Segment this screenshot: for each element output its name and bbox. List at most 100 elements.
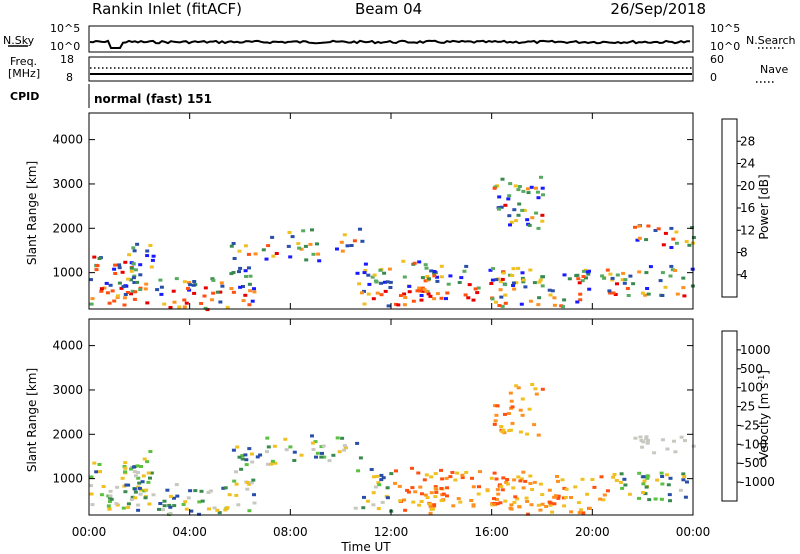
echo-cell (462, 269, 467, 273)
nsky-left-label: N.Sky (3, 34, 35, 47)
echo-cell (250, 452, 254, 456)
echo-cell (500, 430, 505, 434)
echo-cell (379, 478, 384, 482)
echo-cell (445, 494, 449, 498)
echo-cell (132, 281, 137, 284)
echo-cell (97, 463, 102, 466)
echo-cell (165, 488, 170, 492)
echo-cell (135, 242, 140, 246)
echo-cell (322, 455, 327, 459)
echo-cell (402, 292, 407, 296)
echo-cell (637, 224, 642, 228)
echo-cell (252, 290, 257, 294)
echo-cell (448, 274, 453, 278)
echo-cell (637, 496, 641, 500)
echo-cell (115, 296, 120, 299)
echo-cell (398, 294, 403, 297)
echo-cell (423, 263, 428, 267)
echo-cell (269, 462, 274, 466)
echo-cell (378, 268, 383, 272)
x-tick-label: 00:00 (676, 525, 711, 539)
echo-cell (385, 486, 390, 490)
echo-cell (681, 276, 686, 280)
echo-cell (567, 277, 572, 281)
echo-cell (652, 451, 657, 455)
echo-cell (494, 413, 499, 417)
echo-cell (374, 474, 379, 478)
echo-cell (380, 500, 385, 504)
echo-cell (412, 261, 417, 265)
echo-cell (379, 281, 384, 285)
echo-cell (303, 244, 308, 248)
echo-cell (107, 500, 112, 504)
echo-cell (493, 404, 497, 408)
echo-cell (320, 451, 324, 455)
echo-cell (633, 436, 638, 440)
echo-cell (631, 282, 636, 286)
echo-cell (439, 264, 444, 268)
echo-cell (211, 278, 216, 282)
echo-cell (541, 193, 545, 197)
echo-cell (493, 503, 498, 507)
x-tick-label: 04:00 (172, 525, 207, 539)
echo-cell (174, 483, 179, 487)
echo-cell (314, 455, 318, 459)
cpid-row: CPID normal (fast) 151 (10, 84, 212, 108)
echo-cell (663, 285, 668, 289)
echo-cell (181, 503, 186, 506)
echo-cell (646, 224, 651, 228)
echo-cell (681, 286, 686, 290)
echo-cell (362, 271, 367, 275)
echo-cell (250, 299, 255, 303)
echo-cell (601, 498, 606, 502)
echo-cell (537, 280, 542, 284)
echo-cell (104, 281, 109, 285)
echo-cell (537, 296, 542, 300)
echo-cell (516, 188, 521, 192)
echo-cell (509, 399, 514, 403)
echo-cell (340, 436, 345, 440)
echo-cell (317, 259, 322, 263)
echo-cell (521, 470, 526, 474)
echo-cell (106, 504, 111, 508)
echo-cell (98, 470, 102, 474)
echo-cell (112, 299, 117, 303)
echo-cell (243, 269, 248, 273)
echo-cell (168, 512, 173, 515)
echo-cell (292, 450, 297, 454)
echo-cell (435, 292, 440, 296)
echo-cell (499, 205, 504, 209)
echo-cell (237, 249, 242, 253)
echo-cell (492, 186, 497, 190)
echo-cell (490, 278, 495, 282)
echo-cell (360, 239, 365, 243)
echo-cell (525, 500, 530, 503)
echo-cell (599, 475, 604, 479)
echo-cell (393, 481, 397, 485)
echo-cell (494, 477, 499, 481)
echo-cell (366, 292, 371, 296)
echo-cell (162, 302, 167, 306)
velocity-x-ticks (88, 319, 694, 515)
echo-cell (518, 408, 523, 412)
colorbar-tick-label: -25 (740, 418, 760, 432)
echo-cell (574, 274, 579, 278)
echo-cell (92, 461, 97, 465)
echo-cell (448, 475, 453, 479)
echo-cell (182, 305, 187, 309)
echo-cell (641, 491, 645, 494)
echo-cell (231, 242, 236, 245)
echo-cell (315, 242, 319, 246)
velocity-colorbar-label-main: Velocity [m s (757, 383, 771, 460)
echo-cell (240, 457, 245, 461)
echo-cell (673, 269, 678, 272)
echo-cell (89, 278, 93, 282)
echo-cell (423, 493, 428, 497)
echo-cell (506, 412, 511, 415)
echo-cell (644, 435, 649, 439)
echo-cell (441, 492, 446, 496)
echo-cell (536, 503, 541, 507)
velocity-colorbar-label-end: ] (757, 370, 771, 375)
echo-cell (310, 434, 314, 438)
echo-cell (370, 275, 375, 279)
